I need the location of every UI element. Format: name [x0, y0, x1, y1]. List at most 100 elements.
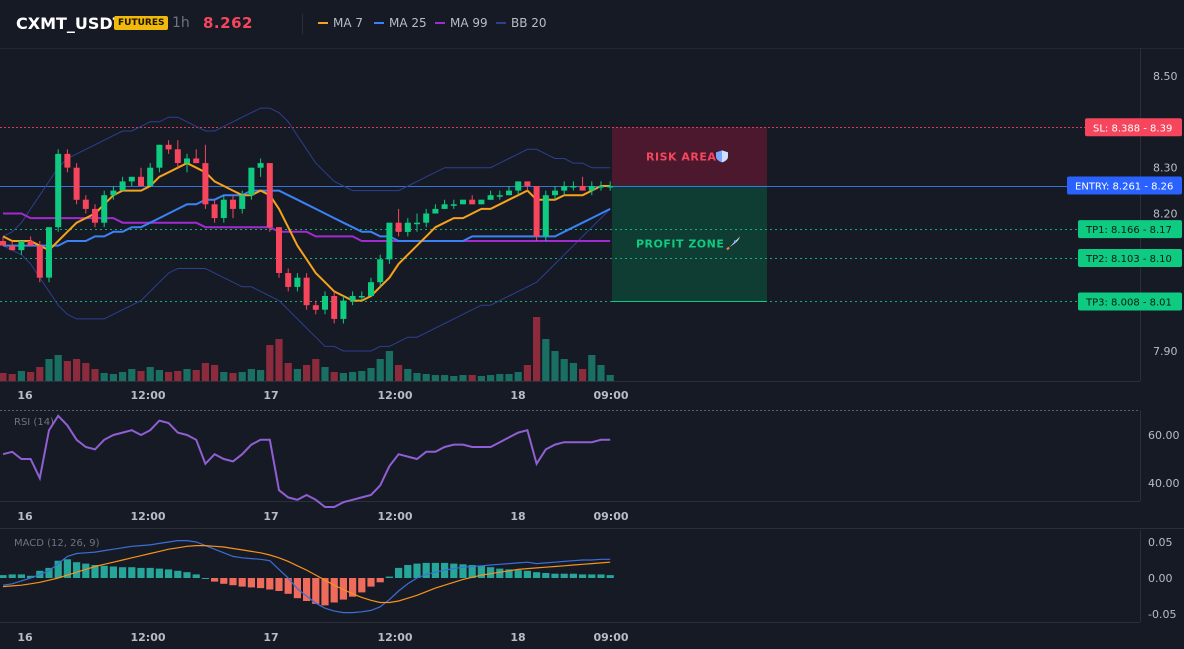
candle[interactable] — [414, 213, 420, 232]
candle[interactable] — [36, 241, 43, 283]
candle[interactable] — [524, 181, 531, 191]
candle[interactable] — [27, 236, 34, 246]
candle[interactable] — [450, 199, 457, 209]
candle[interactable] — [552, 186, 558, 200]
candlesticks[interactable] — [0, 140, 614, 324]
candle[interactable] — [478, 199, 485, 205]
candle[interactable] — [515, 181, 522, 196]
candle-body — [460, 199, 466, 205]
legend-ma99[interactable]: MA 99 — [435, 16, 488, 30]
candle-body — [358, 296, 365, 298]
candle[interactable] — [579, 176, 586, 191]
candle[interactable] — [92, 204, 98, 228]
candle[interactable] — [165, 140, 172, 154]
bollinger-bands — [2, 107, 611, 352]
symbol-title[interactable]: CXMT_USDT — [16, 14, 124, 33]
candle[interactable] — [257, 158, 264, 177]
candle[interactable] — [211, 199, 218, 223]
volume-bar — [487, 375, 495, 381]
legend-ma7[interactable]: MA 7 — [318, 16, 363, 30]
candle-body — [18, 241, 25, 251]
entry-tag-label: ENTRY: 8.261 - 8.26 — [1075, 182, 1173, 193]
candle[interactable] — [570, 181, 577, 191]
volume-bar — [367, 368, 375, 381]
candle[interactable] — [460, 199, 466, 205]
candle[interactable] — [542, 190, 549, 241]
candle[interactable] — [55, 149, 62, 232]
candle[interactable] — [607, 181, 614, 191]
candle[interactable] — [322, 291, 328, 315]
candle[interactable] — [377, 254, 384, 287]
candle[interactable] — [441, 199, 448, 209]
candle[interactable] — [386, 222, 393, 264]
candle[interactable] — [82, 195, 89, 214]
candle[interactable] — [46, 227, 52, 283]
candle[interactable] — [174, 140, 181, 168]
rsi-label: RSI (14) — [14, 417, 54, 428]
candle[interactable] — [358, 291, 365, 301]
rsi-panel[interactable]: 60.00 40.00 — [2, 414, 1180, 508]
candle[interactable] — [349, 291, 356, 306]
price-axis[interactable]: 8.50 8.30 8.20 7.90 — [1153, 70, 1178, 358]
candle[interactable] — [0, 236, 6, 246]
candle[interactable] — [276, 227, 282, 278]
candle[interactable] — [561, 181, 568, 196]
macd-panel[interactable]: 0.05 0.00 -0.05 — [0, 536, 1176, 621]
profit-zone — [612, 185, 767, 302]
candle[interactable] — [239, 190, 246, 214]
candle[interactable] — [312, 300, 319, 315]
candle[interactable] — [119, 176, 126, 191]
candle[interactable] — [128, 176, 135, 186]
candle[interactable] — [193, 149, 200, 164]
candle-body — [165, 144, 172, 150]
macd-histogram-bar — [312, 578, 320, 604]
candle[interactable] — [487, 190, 494, 200]
candle-body — [478, 199, 485, 205]
candle[interactable] — [18, 241, 25, 255]
legend-bb20[interactable]: BB 20 — [496, 16, 547, 30]
volume-bar — [459, 375, 467, 381]
candle[interactable] — [147, 163, 154, 186]
candle[interactable] — [506, 186, 512, 196]
candle[interactable] — [248, 167, 255, 200]
candle[interactable] — [9, 241, 16, 251]
volume-bar — [312, 359, 320, 381]
candle[interactable] — [73, 163, 80, 205]
volume-bar — [505, 374, 513, 381]
volume-bar — [321, 367, 329, 381]
macd-histogram-bar — [349, 578, 357, 597]
candle[interactable] — [404, 218, 411, 237]
candle[interactable] — [340, 296, 347, 324]
macd-tick-label: 0.05 — [1148, 536, 1173, 549]
candle[interactable] — [368, 277, 374, 296]
candle[interactable] — [395, 208, 402, 237]
volume-bar — [588, 355, 596, 381]
candle[interactable] — [266, 163, 273, 232]
candle[interactable] — [110, 186, 117, 200]
candle[interactable] — [184, 153, 190, 173]
candle[interactable] — [496, 190, 503, 200]
candle[interactable] — [138, 167, 144, 186]
ma99-swatch-icon — [435, 21, 445, 24]
candle[interactable] — [230, 195, 236, 219]
candle[interactable] — [533, 186, 540, 241]
candle[interactable] — [101, 190, 108, 228]
candle[interactable] — [432, 204, 439, 214]
candle[interactable] — [303, 273, 310, 310]
candle[interactable] — [294, 273, 301, 292]
candle[interactable] — [598, 181, 604, 191]
volume-bar — [413, 373, 421, 381]
candle-body — [579, 186, 586, 191]
candle[interactable] — [64, 149, 71, 173]
candle[interactable] — [285, 268, 292, 292]
candle[interactable] — [331, 291, 338, 324]
candle[interactable] — [469, 195, 476, 205]
timeframe-selector[interactable]: 1h — [172, 15, 190, 31]
candle[interactable] — [423, 208, 430, 228]
candle[interactable] — [202, 144, 209, 209]
candle[interactable] — [588, 181, 595, 196]
legend-ma25[interactable]: MA 25 — [374, 16, 427, 30]
candle[interactable] — [156, 144, 163, 173]
candle[interactable] — [220, 195, 227, 223]
